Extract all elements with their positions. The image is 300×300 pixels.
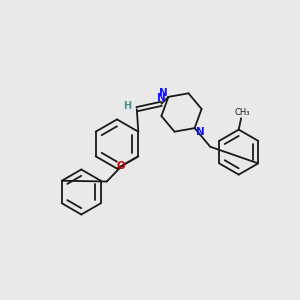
- Text: N: N: [157, 93, 166, 103]
- Text: H: H: [123, 100, 131, 111]
- Text: O: O: [117, 161, 126, 171]
- Text: N: N: [159, 88, 167, 98]
- Text: N: N: [196, 127, 204, 137]
- Text: CH₃: CH₃: [235, 108, 250, 117]
